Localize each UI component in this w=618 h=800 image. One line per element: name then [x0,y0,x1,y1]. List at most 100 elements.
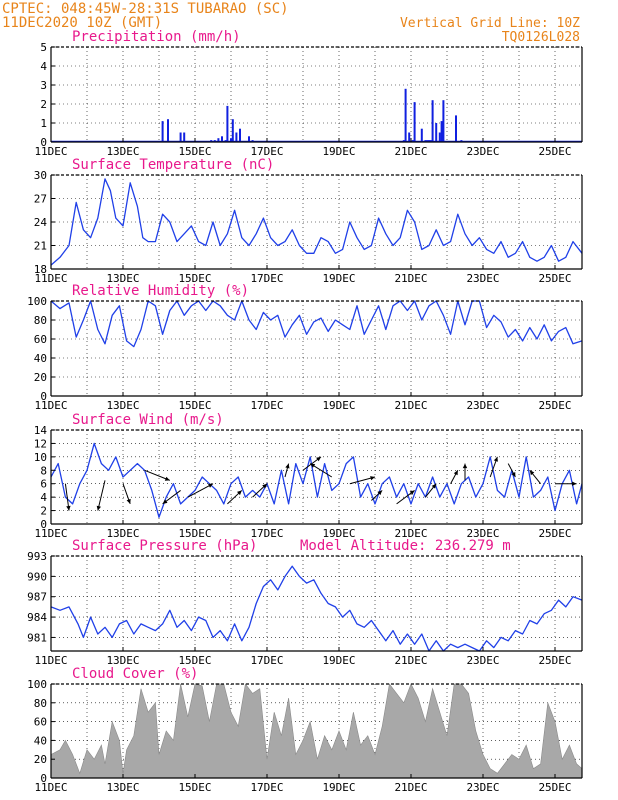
y-tick-label: 2 [40,505,47,518]
x-date-label: 11DEC [34,527,67,540]
y-tick-label: 0 [40,772,47,785]
precip-bar [248,136,250,142]
wind-arrow [64,483,70,511]
precip-bar [408,132,411,142]
x-date-label: 19DEC [322,654,355,667]
x-date-label: 13DEC [106,272,139,285]
y-tick-label: 984 [27,611,47,624]
wind-arrow-head [262,483,267,489]
x-date-label: 21DEC [394,654,427,667]
cloud-area [50,683,583,779]
y-tick-label: 60 [34,716,47,729]
wind-arrow-head [96,505,101,511]
precip-bar [435,123,438,142]
precip-bar [179,132,182,142]
x-date-label: 21DEC [394,527,427,540]
series-line [50,565,583,652]
panel-6: 0 20 40 60 80 100 11DEC 13DEC 15DEC 17DEC 19DEC 21D… [27,666,583,794]
precip-bar [440,121,443,142]
x-date-label: 15DEC [178,654,211,667]
y-tick-label: 100 [27,678,47,691]
precip-bar [231,119,234,142]
x-date-label: 11DEC [34,145,67,158]
x-date-label: 21DEC [394,145,427,158]
x-date-label: 13DEC [106,399,139,412]
precip-bar [404,88,407,142]
y-tick-label: 987 [27,591,47,604]
wind-arrow [97,480,106,511]
y-tick-label: 40 [34,734,47,747]
x-date-label: 25DEC [538,399,571,412]
x-date-label: 25DEC [538,781,571,794]
x-date-label: 21DEC [394,272,427,285]
y-tick-label: 8 [40,464,47,477]
panel-title: Cloud Cover (%) [72,666,198,682]
wind-arrow-head [126,498,131,504]
y-tick-label: 0 [40,390,47,403]
x-date-label: 13DEC [106,145,139,158]
series-line [50,300,583,348]
y-tick-label: 2 [40,98,47,111]
x-date-label: 17DEC [250,781,283,794]
x-date-label: 17DEC [250,654,283,667]
y-tick-label: 60 [34,333,47,346]
y-tick-label: 1 [40,117,47,130]
series-line [50,178,583,266]
x-date-label: 23DEC [466,399,499,412]
y-tick-label: 981 [27,631,47,644]
wind-arrow [144,469,170,481]
y-tick-label: 18 [34,263,47,276]
x-date-label: 25DEC [538,527,571,540]
wind-arrow-head [462,463,468,469]
x-date-label: 21DEC [394,781,427,794]
x-date-label: 23DEC [466,781,499,794]
panel-title: Surface Pressure (hPa) [72,538,257,554]
x-date-label: 15DEC [178,145,211,158]
x-date-label: 17DEC [250,527,283,540]
x-date-label: 17DEC [250,272,283,285]
wind-arrow-head [572,481,577,486]
precip-bar [183,132,186,142]
x-date-label: 19DEC [322,145,355,158]
y-tick-label: 993 [27,550,47,563]
precip-bar [217,138,220,142]
precip-bar [420,128,423,142]
x-date-label: 19DEC [322,527,355,540]
y-tick-label: 30 [34,169,47,182]
wind-arrow-head [511,472,516,477]
x-date-label: 15DEC [178,527,211,540]
panel-title: Surface Wind (m/s) [72,412,224,428]
precip-bar [235,132,238,142]
panel-title: Relative Humidity (%) [72,283,249,299]
wind-arrow-head [162,499,168,504]
panel-1: 0 1 2 3 4 5 11DEC 13DEC 15DEC 17DEC 19DEC 21DEC 23DE… [34,29,583,158]
precip-bar [226,105,229,142]
wind-arrow-head [377,490,383,496]
precip-bar [431,100,434,142]
y-tick-label: 4 [40,491,47,504]
precip-bar [438,132,441,142]
x-date-label: 19DEC [322,272,355,285]
x-date-label: 11DEC [34,781,67,794]
wind-arrow-head [208,483,213,488]
panel-3: 0 20 40 60 80 100 11DEC 13DEC 15DEC 17DEC 19DEC 21D… [27,283,583,412]
y-tick-label: 27 [34,193,47,206]
wind-arrow-head [164,476,170,481]
model-altitude: Model Altitude: 236.279 m [300,538,511,554]
panel-title: Precipitation (mm/h) [72,29,241,45]
x-date-label: 19DEC [322,781,355,794]
x-date-label: 23DEC [466,527,499,540]
precip-bar [239,128,241,142]
precip-bar [167,119,169,142]
precip-bar [455,115,457,142]
y-tick-label: 20 [34,371,47,384]
y-tick-label: 80 [34,697,47,710]
x-date-label: 23DEC [466,145,499,158]
panel-2: 18 21 24 27 30 11DEC 13DEC 15DEC 17DEC 19DEC 21DEC… [34,157,583,285]
panel-title: Surface Temperature (nC) [72,157,274,173]
x-date-label: 25DEC [538,654,571,667]
precip-bar [161,121,164,142]
y-tick-label: 20 [34,753,47,766]
precip-bar [230,138,232,142]
